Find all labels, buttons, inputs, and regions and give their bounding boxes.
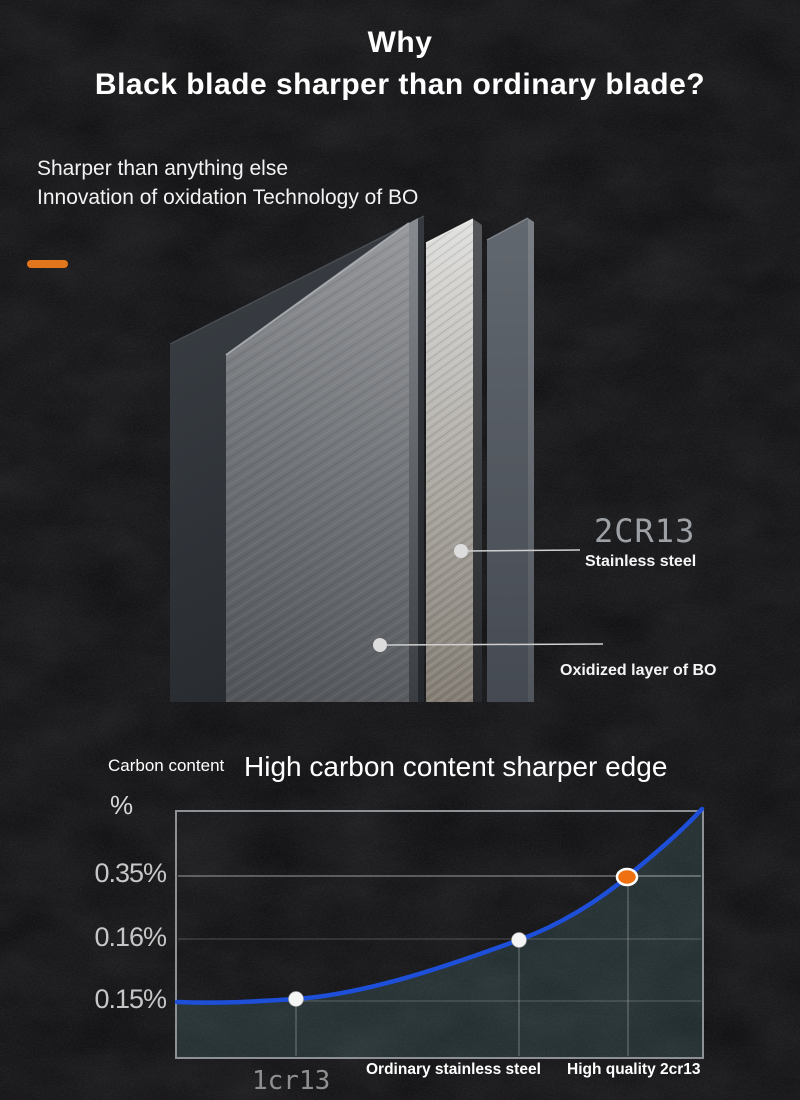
chart-title: High carbon content sharper edge (244, 751, 668, 782)
chart-plot-border (175, 810, 704, 1059)
intro-line2: Innovation of oxidation Technology of BO (37, 186, 419, 209)
blade-main-layer-brushed-texture (226, 223, 409, 702)
y-tick-0.35: 0.35% (94, 858, 167, 888)
callout-line-stainless (465, 549, 581, 552)
callout-dot-stainless (454, 544, 468, 558)
x-category-high-quality-2cr13: High quality 2cr13 (567, 1061, 701, 1078)
blade-silver-layer-brushed-texture (426, 219, 473, 702)
callout-label-alloy: 2CR13 (594, 512, 696, 550)
chart-y-axis-label: Carbon content (108, 756, 225, 775)
blade-oxidized-layer-side-face (528, 218, 534, 702)
blade-main-layer-side-face (409, 218, 418, 702)
x-category-1cr13: 1cr13 (252, 1066, 331, 1096)
blade-silver-layer-top-highlight (425, 218, 474, 244)
blade-silver-layer-side-face (473, 219, 482, 702)
carbon-content-chart (174, 806, 705, 1059)
callout-line-oxidized (386, 643, 604, 646)
y-tick-0.15: 0.15% (94, 984, 167, 1014)
chart-area-fill (177, 809, 702, 1057)
data-point-ordinary (511, 932, 527, 948)
blade-oxidized-layer (487, 218, 528, 702)
page-title-line2: Black blade sharper than ordinary blade? (94, 68, 706, 101)
callout-label-oxidized: Oxidized layer of BO (560, 662, 717, 679)
blade-layers-illustration (169, 215, 534, 702)
x-category-ordinary-stainless-steel: Ordinary stainless steel (366, 1061, 541, 1078)
blade-main-layer-top-highlight (225, 222, 410, 356)
blade-oxidized-layer-top-highlight (486, 217, 529, 241)
callout-dot-oxidized (373, 638, 387, 652)
data-point-1cr13 (288, 991, 304, 1007)
page-title-line1: Why (367, 26, 433, 59)
callout-label-alloy-sub: Stainless steel (585, 553, 697, 570)
blade-back-layer-top-edge (169, 215, 425, 345)
accent-dash (27, 260, 68, 268)
y-tick-0.16: 0.16% (94, 922, 167, 952)
data-point-high-quality-highlight (615, 867, 639, 887)
chart-y-axis-unit: % (110, 790, 134, 820)
callout-markers (373, 544, 604, 652)
chart-curve (174, 806, 705, 1005)
intro-line1: Sharper than anything else (37, 157, 289, 180)
